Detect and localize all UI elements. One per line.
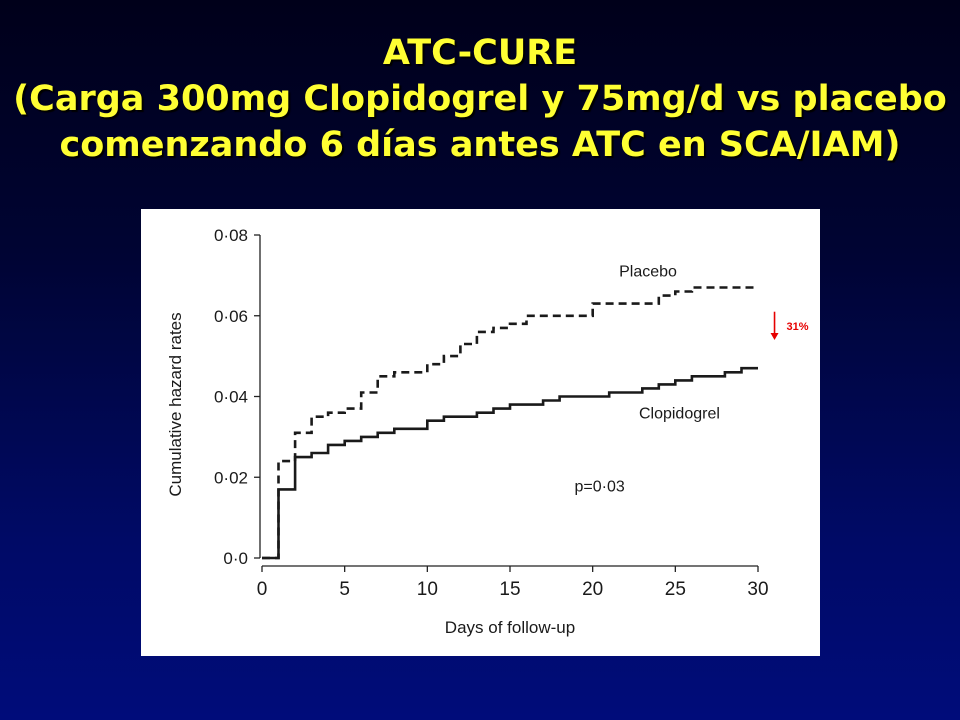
placebo-label: Placebo <box>619 264 677 281</box>
x-axis-label: Days of follow-up <box>445 618 575 637</box>
chart-panel: 0·0 0·02 0·04 0·06 0·08 0 5 10 15 20 25 30 Days of f… <box>141 209 820 656</box>
x-tick-label: 15 <box>499 579 520 600</box>
slide-title-line-2: (Carga 300mg Clopidogrel y 75mg/d vs pla… <box>13 79 947 119</box>
series-line-placebo <box>262 286 758 560</box>
clopidogrel-label: Clopidogrel <box>639 406 720 423</box>
y-tick-label: 0·08 <box>214 226 248 245</box>
x-tick-label: 30 <box>747 579 768 600</box>
slide-title: ATC-CURE (Carga 300mg Clopidogrel y 75mg… <box>0 30 960 168</box>
y-tick-label: 0·04 <box>214 388 248 407</box>
hazard-chart: 0·0 0·02 0·04 0·06 0·08 0 5 10 15 20 25 30 Days of f… <box>166 226 809 637</box>
x-tick-label: 10 <box>417 579 438 600</box>
y-tick-label: 0·06 <box>214 307 248 326</box>
y-tick-label: 0·0 <box>223 549 248 568</box>
x-tick-label: 20 <box>582 579 603 600</box>
x-tick-label: 5 <box>339 579 350 600</box>
x-tick-label: 25 <box>665 579 686 600</box>
y-tick-label: 0·02 <box>214 468 248 487</box>
x-tick-label: 0 <box>257 579 268 600</box>
p-value-label: p=0·03 <box>574 478 624 495</box>
slide-title-line-3: comenzando 6 días antes ATC en SCA/IAM) <box>59 125 901 165</box>
reduction-label: 31% <box>787 321 809 333</box>
y-axis-label: Cumulative hazard rates <box>166 312 185 496</box>
reduction-arrow-head <box>770 332 779 340</box>
slide-title-line-1: ATC-CURE <box>382 33 578 73</box>
series-line-clopidogrel <box>262 366 758 560</box>
